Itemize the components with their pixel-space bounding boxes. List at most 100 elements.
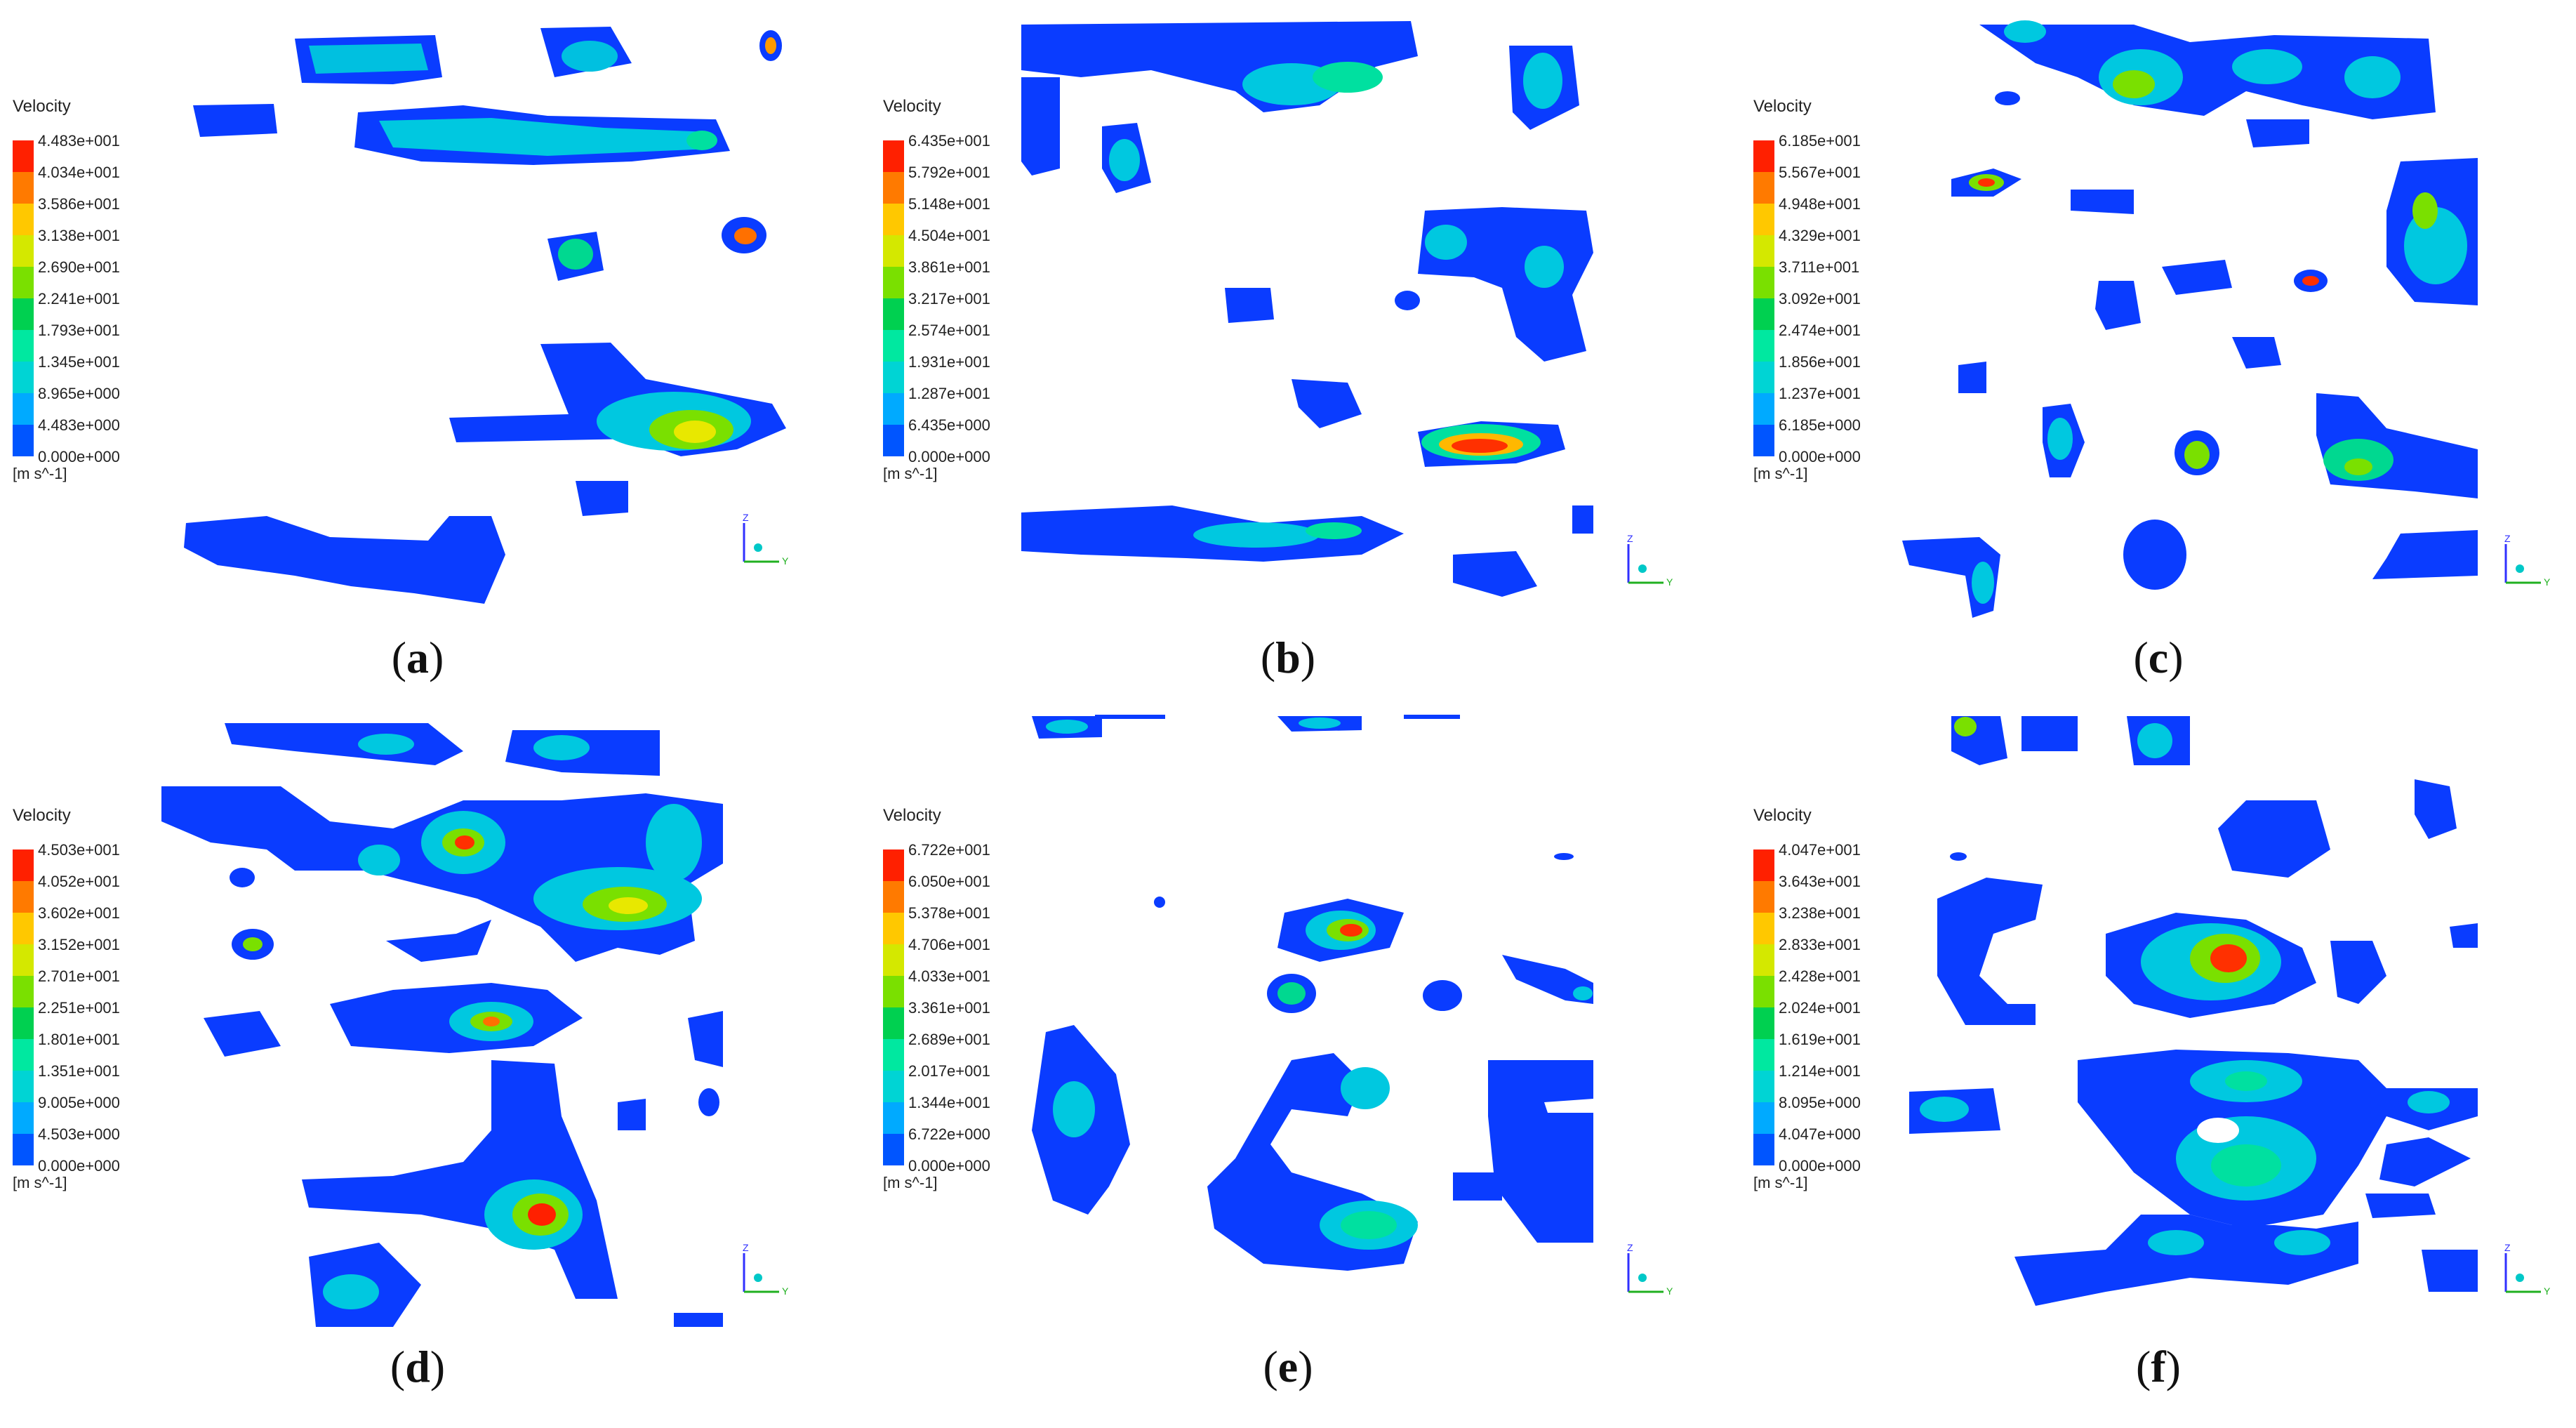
colorbar-segment: [13, 330, 34, 362]
legend-tick-label: 4.503e+000: [38, 1125, 120, 1143]
colorbar-segment: [883, 1134, 904, 1165]
legend-tick-label: 4.052e+001: [38, 873, 120, 890]
axis-label-y: Y: [782, 1285, 789, 1297]
colorbar-segment: [1753, 1007, 1774, 1039]
legend-tick-label: 4.706e+001: [908, 936, 990, 953]
velocity-contour-plot: [1032, 715, 1593, 1271]
legend-unit: [m s^-1]: [13, 1174, 67, 1191]
colorbar-segment: [13, 425, 34, 456]
panel-caption: (f): [2136, 1342, 2181, 1391]
legend-tick-label: 1.214e+001: [1779, 1062, 1861, 1080]
legend-tick-label: 3.092e+001: [1779, 290, 1861, 308]
legend-tick-label: 2.689e+001: [908, 1031, 990, 1048]
legend-tick-label: 1.793e+001: [38, 322, 120, 339]
legend-title: Velocity: [13, 806, 71, 825]
axis-arrows-icon: Z Y: [1627, 1243, 1673, 1297]
legend-colorbar: [13, 140, 34, 456]
colorbar-segment: [1753, 944, 1774, 976]
legend-tick-label: 8.965e+000: [38, 385, 120, 402]
panel-a: Velocity 4.483e+001 4.034e+001 3.586e+001 3…: [0, 0, 835, 682]
legend-tick-label: 9.005e+000: [38, 1094, 120, 1111]
colorbar-segment: [883, 849, 904, 881]
legend-tick-label: 4.047e+000: [1779, 1125, 1861, 1143]
legend-tick-label: 2.241e+001: [38, 290, 120, 308]
colorbar-segment: [13, 913, 34, 944]
colorbar-segment: [1753, 913, 1774, 944]
panel-label: b: [1275, 633, 1301, 682]
velocity-contour-plot: [184, 27, 786, 604]
colorbar-segment: [1753, 330, 1774, 362]
panel-b: Velocity 6.435e+001 5.792e+001 5.148e+001 4…: [870, 0, 1706, 682]
legend-tick-label: 6.050e+001: [908, 873, 990, 890]
legend-title: Velocity: [1753, 97, 1812, 116]
legend-tick-label: 6.185e+000: [1779, 416, 1861, 434]
axis-label-y: Y: [1666, 576, 1673, 588]
axis-triad: Z Y: [1614, 534, 1678, 597]
legend-tick-label: 1.345e+001: [38, 353, 120, 371]
axis-arrows-icon: Z Y: [2504, 534, 2551, 588]
legend-tick-label: 2.701e+001: [38, 967, 120, 985]
legend-tick-label: 1.856e+001: [1779, 353, 1861, 371]
legend-tick-label: 3.643e+001: [1779, 873, 1861, 890]
legend-title: Velocity: [883, 806, 941, 825]
colorbar-segment: [1753, 1134, 1774, 1165]
colorbar-segment: [13, 881, 34, 913]
legend-tick-label: 6.435e+000: [908, 416, 990, 434]
legend-tick-label: 2.474e+001: [1779, 322, 1861, 339]
legend-tick-label: 4.033e+001: [908, 967, 990, 985]
legend-tick-label: 0.000e+000: [1779, 1157, 1861, 1175]
axis-arrows-icon: Z Y: [743, 1243, 789, 1297]
legend-tick-label: 2.574e+001: [908, 322, 990, 339]
legend-tick-label: 4.503e+001: [38, 841, 120, 859]
legend-tick-label: 3.861e+001: [908, 258, 990, 276]
colorbar-segment: [1753, 393, 1774, 425]
colorbar-segment: [1753, 298, 1774, 330]
legend-colorbar: [1753, 849, 1774, 1165]
legend-tick-label: 3.238e+001: [1779, 904, 1861, 922]
colorbar-segment: [883, 881, 904, 913]
legend-tick-label: 0.000e+000: [908, 448, 990, 465]
colorbar-segment: [13, 1007, 34, 1039]
legend-tick-label: 3.217e+001: [908, 290, 990, 308]
colorbar-segment: [883, 944, 904, 976]
colorbar-segment: [1753, 849, 1774, 881]
colorbar-segment: [1753, 1039, 1774, 1071]
legend-colorbar: [13, 849, 34, 1165]
axis-label-z: Z: [743, 513, 749, 523]
legend: Velocity 6.185e+001 5.567e+001 4.948e+001 4…: [1741, 0, 1902, 505]
colorbar-segment: [883, 425, 904, 456]
legend-tick-label: 0.000e+000: [38, 448, 120, 465]
legend: Velocity 4.483e+001 4.034e+001 3.586e+001 3…: [0, 0, 161, 505]
legend-tick-label: 2.833e+001: [1779, 936, 1861, 953]
panel-label: e: [1277, 1342, 1299, 1391]
legend-tick-label: 0.000e+000: [908, 1157, 990, 1175]
velocity-contour-plot: [1909, 716, 2478, 1306]
colorbar-segment: [883, 1039, 904, 1071]
colorbar-segment: [13, 1071, 34, 1102]
legend-tick-label: 6.185e+001: [1779, 132, 1861, 150]
colorbar-segment: [1753, 204, 1774, 235]
legend-tick-label: 5.378e+001: [908, 904, 990, 922]
contour-regions: [1032, 715, 1593, 1271]
legend: Velocity 4.503e+001 4.052e+001 3.602e+001 3…: [0, 709, 161, 1215]
legend-tick-label: 4.047e+001: [1779, 841, 1861, 859]
colorbar-segment: [883, 267, 904, 298]
panel-label: c: [2148, 633, 2169, 682]
contour-regions: [1021, 21, 1593, 597]
panel-caption: (d): [390, 1342, 446, 1391]
colorbar-segment: [13, 172, 34, 204]
velocity-contour-plot: [1021, 21, 1593, 597]
legend-tick-label: 6.722e+000: [908, 1125, 990, 1143]
axis-label-z: Z: [1627, 534, 1633, 544]
colorbar-segment: [13, 1102, 34, 1134]
legend-tick-label: 5.567e+001: [1779, 164, 1861, 181]
legend-unit: [m s^-1]: [1753, 1174, 1808, 1191]
legend-tick-label: 1.619e+001: [1779, 1031, 1861, 1048]
colorbar-segment: [13, 393, 34, 425]
legend-tick-label: 2.251e+001: [38, 999, 120, 1017]
colorbar-segment: [13, 140, 34, 172]
legend-title: Velocity: [883, 97, 941, 116]
legend-tick-label: 1.287e+001: [908, 385, 990, 402]
legend-tick-label: 6.722e+001: [908, 841, 990, 859]
axis-label-z: Z: [2504, 1243, 2511, 1253]
